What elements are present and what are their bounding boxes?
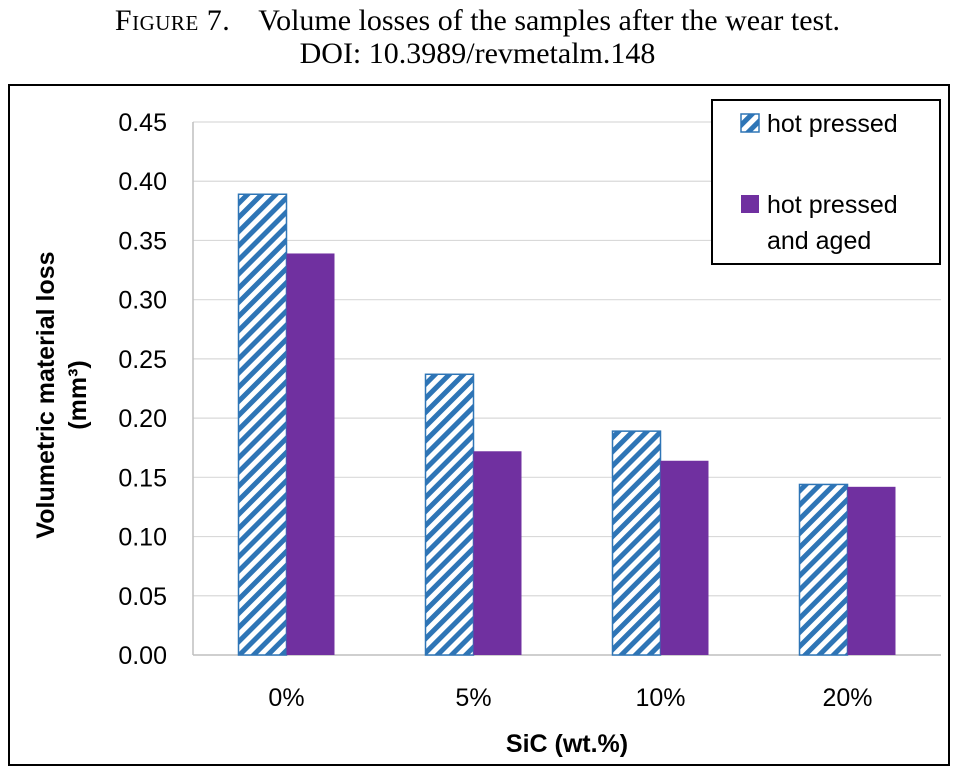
- legend-swatch-1: [741, 195, 759, 213]
- y-tick-label: 0.45: [118, 109, 167, 137]
- x-tick-label: 5%: [455, 684, 491, 712]
- y-tick-label: 0.10: [118, 524, 167, 552]
- axis-labels: 0.00 0.05 0.10 0.15 0.20 0.25 0.30 0.35 0.40 0.45…: [32, 109, 873, 758]
- bar-hot-pressed-0: [237, 193, 288, 656]
- legend-label-1: hot pressed: [767, 191, 898, 219]
- bar-hot-pressed-1: [424, 373, 475, 656]
- caption-doi: DOI: 10.3989/revmetalm.148: [299, 37, 656, 70]
- x-tick-label: 0%: [268, 684, 304, 712]
- bar-hot-pressed-2: [611, 430, 662, 656]
- y-tick-label: 0.20: [118, 405, 167, 433]
- bar-hot-pressed-aged-2: [660, 460, 709, 655]
- y-axis-label: Volumetric material loss (mm³): [32, 251, 92, 538]
- y-tick-label: 0.40: [118, 168, 167, 196]
- figure-caption: Figure 7. Volume losses of the samples af…: [0, 0, 955, 78]
- legend-label-1: and aged: [767, 227, 871, 255]
- y-tick-label: 0.35: [118, 227, 167, 255]
- y-tick-label: 0.15: [118, 464, 167, 492]
- caption-text: Volume losses of the samples after the w…: [258, 4, 841, 37]
- x-axis-label: SiC (wt.%): [506, 730, 628, 758]
- y-tick-label: 0.25: [118, 346, 167, 374]
- caption-line-1: Figure 7. Volume losses of the samples af…: [0, 4, 955, 37]
- legend: hot pressed hot pressed and aged: [711, 99, 941, 265]
- y-tick-label: 0.00: [118, 642, 167, 670]
- y-tick-label: 0.30: [118, 287, 167, 315]
- y-axis-label-line-2: (mm³): [64, 360, 92, 429]
- bar-hot-pressed-aged-0: [286, 253, 335, 655]
- bar-hot-pressed-aged-3: [847, 486, 896, 655]
- bars: [237, 193, 896, 656]
- bar-hot-pressed-3: [798, 483, 849, 656]
- legend-label-0: hot pressed: [767, 110, 898, 138]
- legend-swatch-0: [740, 113, 760, 133]
- y-tick-label: 0.05: [118, 583, 167, 611]
- x-tick-label: 10%: [635, 684, 685, 712]
- x-tick-label: 20%: [822, 684, 872, 712]
- figure-label: Figure 7.: [114, 4, 231, 37]
- y-axis-label-line-1: Volumetric material loss: [32, 251, 60, 538]
- bar-hot-pressed-aged-1: [473, 451, 522, 655]
